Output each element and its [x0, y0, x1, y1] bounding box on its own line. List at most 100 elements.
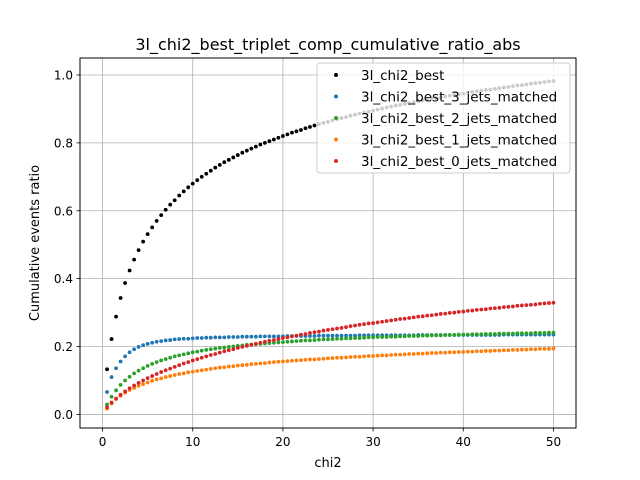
- data-point: [150, 361, 155, 366]
- data-point: [398, 352, 403, 357]
- data-point: [217, 350, 222, 355]
- data-point: [393, 352, 398, 357]
- data-point: [276, 135, 281, 140]
- data-point: [177, 193, 182, 198]
- legend-marker: [334, 137, 338, 142]
- data-point: [425, 313, 430, 318]
- data-point: [145, 232, 150, 237]
- data-point: [244, 148, 249, 153]
- y-tick-label: 0.8: [54, 136, 73, 150]
- data-point: [199, 348, 204, 353]
- data-point: [425, 351, 430, 356]
- y-tick-label: 1.0: [54, 68, 73, 82]
- data-point: [366, 354, 371, 358]
- data-point: [357, 322, 362, 327]
- legend-label: 3l_chi2_best_1_jets_matched: [361, 133, 557, 149]
- data-point: [231, 335, 236, 339]
- data-point: [510, 304, 515, 309]
- data-point: [308, 357, 312, 362]
- data-point: [159, 358, 164, 363]
- data-point: [461, 332, 466, 337]
- legend-label: 3l_chi2_best_0_jets_matched: [361, 154, 557, 170]
- data-point: [533, 331, 538, 335]
- data-point: [420, 314, 425, 319]
- data-point: [542, 347, 547, 351]
- data-point: [271, 338, 276, 342]
- data-point: [492, 348, 497, 353]
- data-point: [547, 301, 551, 305]
- data-point: [321, 356, 326, 361]
- data-point: [416, 314, 421, 319]
- data-point: [538, 331, 542, 335]
- data-point: [204, 348, 209, 352]
- data-point: [321, 333, 326, 338]
- data-point: [226, 335, 231, 339]
- data-point: [456, 332, 461, 337]
- data-point: [330, 333, 335, 338]
- data-point: [542, 331, 547, 335]
- data-point: [213, 366, 218, 371]
- data-point: [208, 168, 213, 173]
- y-axis-label: Cumulative events ratio: [28, 165, 43, 321]
- legend-label: 3l_chi2_best: [361, 68, 444, 84]
- data-point: [515, 303, 520, 308]
- data-point: [262, 339, 267, 344]
- data-point: [163, 368, 168, 373]
- data-point: [222, 345, 227, 350]
- data-point: [339, 333, 344, 338]
- data-point: [299, 338, 303, 343]
- data-point: [497, 331, 502, 336]
- data-point: [132, 383, 137, 388]
- data-point: [506, 331, 511, 336]
- data-point: [177, 363, 182, 368]
- data-point: [380, 353, 385, 358]
- legend-box: [316, 62, 571, 174]
- data-point: [402, 352, 407, 357]
- data-point: [479, 349, 484, 354]
- y-tick-label: 0.2: [54, 340, 73, 354]
- data-point: [303, 338, 308, 343]
- data-point: [114, 388, 118, 393]
- data-point: [136, 380, 141, 385]
- data-point: [542, 301, 547, 306]
- data-point: [281, 359, 285, 364]
- data-point: [163, 357, 168, 361]
- data-point: [474, 332, 479, 337]
- data-point: [357, 336, 362, 340]
- data-point: [168, 366, 173, 371]
- x-tick-label: 0: [99, 435, 107, 449]
- data-point: [226, 364, 231, 369]
- data-point: [204, 367, 209, 372]
- data-point: [109, 400, 114, 405]
- data-point: [308, 338, 312, 343]
- data-point: [474, 349, 479, 354]
- data-point: [447, 333, 452, 337]
- data-point: [348, 336, 353, 341]
- data-point: [154, 339, 159, 344]
- data-point: [222, 365, 227, 370]
- data-point: [483, 349, 488, 353]
- data-point: [339, 336, 344, 341]
- data-point: [168, 355, 173, 360]
- data-point: [389, 334, 394, 339]
- data-point: [290, 339, 294, 344]
- data-point: [483, 307, 488, 312]
- data-point: [474, 307, 479, 312]
- data-point: [276, 340, 281, 345]
- data-point: [168, 374, 173, 378]
- data-point: [339, 325, 344, 330]
- data-point: [240, 334, 245, 339]
- data-point: [141, 366, 146, 371]
- data-point: [285, 132, 290, 137]
- data-point: [271, 334, 276, 339]
- data-point: [519, 347, 524, 352]
- data-point: [145, 376, 150, 381]
- chart-title: 3l_chi2_best_triplet_comp_cumulative_rat…: [135, 35, 520, 55]
- data-point: [109, 394, 114, 399]
- data-point: [127, 386, 132, 391]
- data-point: [208, 367, 213, 371]
- data-point: [290, 130, 294, 135]
- data-point: [276, 359, 281, 364]
- data-point: [217, 345, 222, 350]
- data-point: [154, 377, 159, 382]
